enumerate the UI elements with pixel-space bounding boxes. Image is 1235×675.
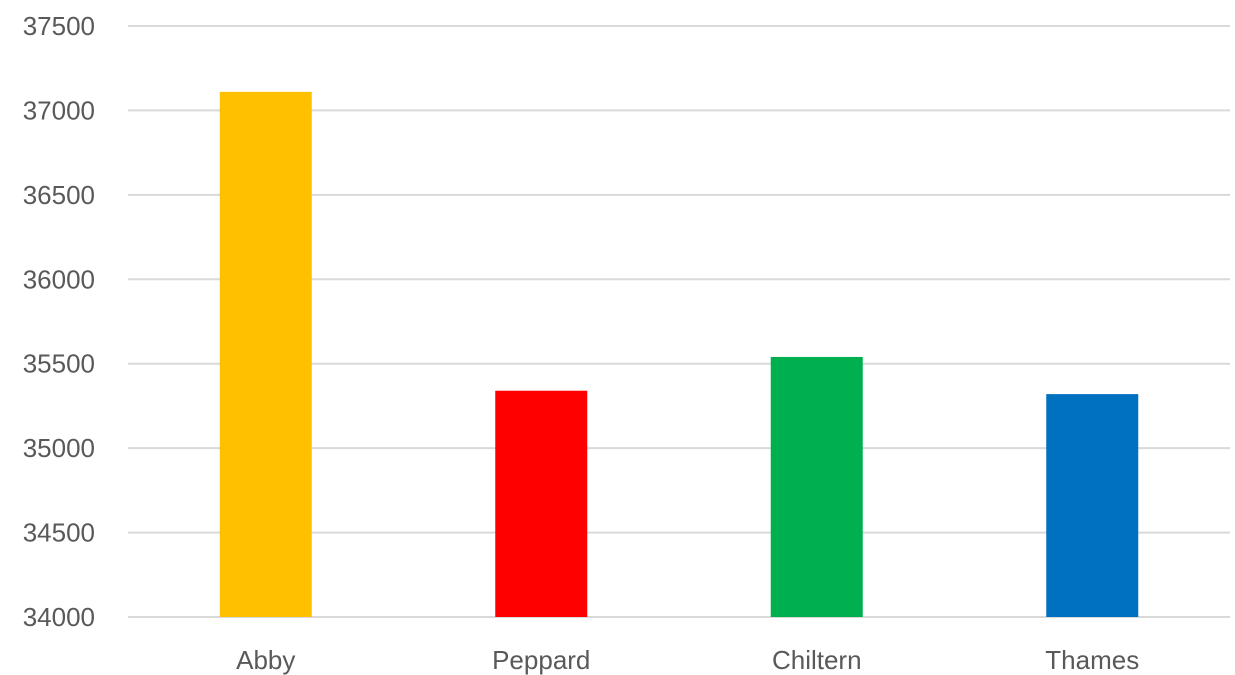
bars <box>219 91 1139 617</box>
bar-chiltern <box>770 356 863 617</box>
y-tick-label: 36000 <box>23 264 95 294</box>
bar-abby <box>219 91 312 617</box>
x-tick-label-chiltern: Chiltern <box>772 645 862 675</box>
y-tick-label: 37500 <box>23 11 95 41</box>
bar-thames <box>1046 394 1139 617</box>
y-axis-ticks: 34000 34500 35000 35500 36000 36500 37000 37500 <box>23 11 95 632</box>
x-tick-label-peppard: Peppard <box>492 645 590 675</box>
y-tick-label: 34500 <box>23 518 95 548</box>
y-tick-label: 36500 <box>23 180 95 210</box>
bar-peppard <box>495 390 588 617</box>
x-tick-label-thames: Thames <box>1045 645 1139 675</box>
x-tick-label-abby: Abby <box>236 645 295 675</box>
x-axis-labels: Abby Peppard Chiltern Thames <box>236 645 1139 675</box>
y-tick-label: 35500 <box>23 349 95 379</box>
y-tick-label: 35000 <box>23 433 95 463</box>
y-tick-label: 34000 <box>23 602 95 632</box>
y-tick-label: 37000 <box>23 95 95 125</box>
